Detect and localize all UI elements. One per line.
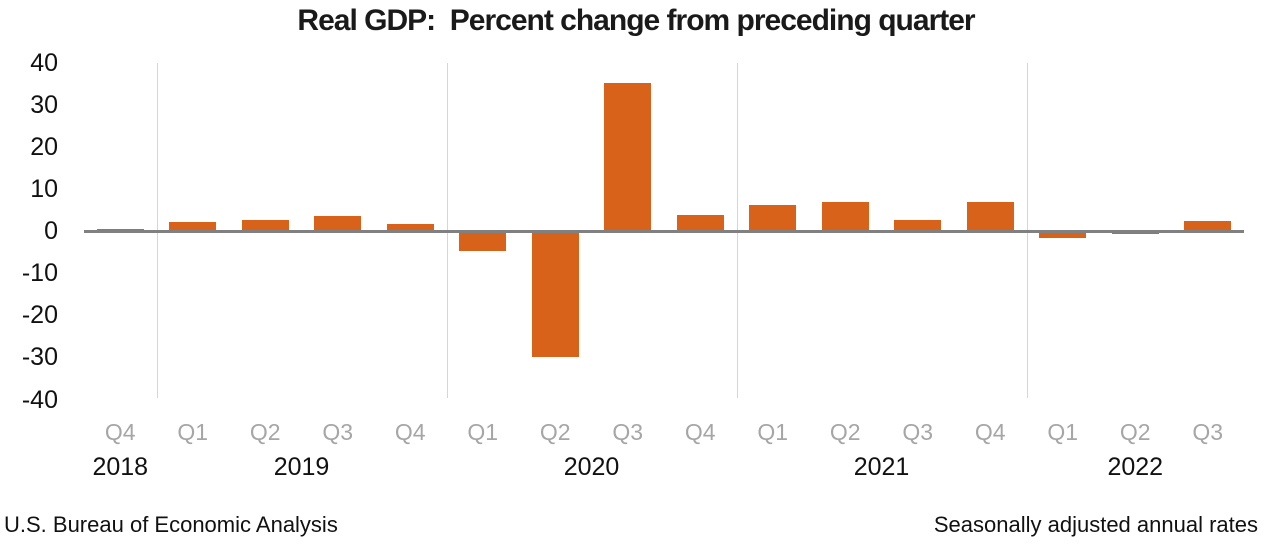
x-axis-year-label: 2021 (853, 453, 910, 481)
x-axis-quarter-label: Q3 (902, 419, 934, 445)
y-axis-tick-label: -40 (21, 385, 58, 414)
gdp-bar (1184, 220, 1232, 232)
chart-title: Real GDP: Percent change from preceding … (297, 4, 975, 37)
x-axis-quarter-label: Q1 (467, 419, 499, 445)
x-axis-year-label: 2018 (92, 453, 149, 481)
gdp-bar (459, 231, 507, 251)
gdp-bar (386, 223, 434, 232)
gdp-bar (1039, 231, 1087, 239)
x-axis-quarter-label: Q4 (394, 419, 426, 445)
gdp-bar (821, 202, 869, 232)
x-axis-quarter-label: Q4 (974, 419, 1006, 445)
x-axis-quarter-label: Q2 (249, 419, 281, 445)
x-axis-year-label: 2019 (273, 453, 330, 481)
y-axis-tick-label: 10 (30, 174, 58, 203)
x-axis-quarter-label: Q2 (829, 419, 861, 445)
y-axis-tick-label: -10 (21, 259, 58, 288)
y-axis-tick-label: 30 (30, 90, 58, 119)
x-axis-quarter-label: Q3 (612, 419, 644, 445)
x-axis-quarter-label: Q1 (177, 419, 209, 445)
y-axis-tick-label: 0 (44, 217, 58, 245)
gdp-bar (241, 220, 289, 232)
y-axis-tick-label: 20 (30, 132, 58, 161)
y-axis-tick-label: 40 (30, 48, 58, 77)
gdp-bar (894, 220, 942, 232)
gdp-bar (676, 215, 724, 232)
gdp-bar (169, 222, 217, 232)
x-axis-quarter-label: Q1 (1047, 419, 1079, 445)
gdp-bar (966, 202, 1014, 232)
note-label: Seasonally adjusted annual rates (933, 512, 1258, 537)
x-axis-quarter-label: Q3 (322, 419, 354, 445)
x-axis-quarter-label: Q2 (1119, 419, 1151, 445)
gdp-bar (314, 216, 362, 232)
gdp-bar (749, 204, 797, 232)
x-axis-year-label: 2022 (1107, 453, 1164, 481)
gdp-bar (604, 82, 652, 232)
y-axis-tick-label: -20 (21, 301, 58, 330)
x-axis-quarter-label: Q1 (757, 419, 789, 445)
zero-axis-line (84, 230, 1244, 233)
source-label: U.S. Bureau of Economic Analysis (4, 512, 338, 537)
x-axis-quarter-label: Q4 (684, 419, 716, 445)
x-axis-year-label: 2020 (563, 453, 620, 481)
y-axis-tick-label: -30 (21, 343, 58, 372)
gdp-bar (531, 231, 579, 358)
x-axis-quarter-label: Q3 (1192, 419, 1224, 445)
x-axis-quarter-label: Q2 (539, 419, 571, 445)
x-axis-quarter-label: Q4 (104, 419, 136, 445)
